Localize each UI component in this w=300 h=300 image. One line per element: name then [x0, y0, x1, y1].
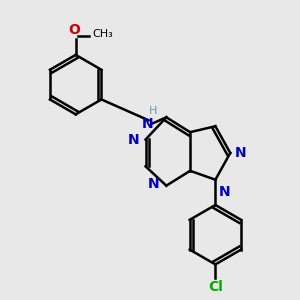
- Text: H: H: [149, 106, 157, 116]
- Text: N: N: [218, 185, 230, 199]
- Text: N: N: [128, 133, 139, 147]
- Text: CH₃: CH₃: [92, 29, 113, 39]
- Text: N: N: [235, 146, 246, 160]
- Text: Cl: Cl: [208, 280, 223, 294]
- Text: N: N: [148, 177, 160, 191]
- Text: N: N: [142, 117, 153, 131]
- Text: O: O: [68, 23, 80, 37]
